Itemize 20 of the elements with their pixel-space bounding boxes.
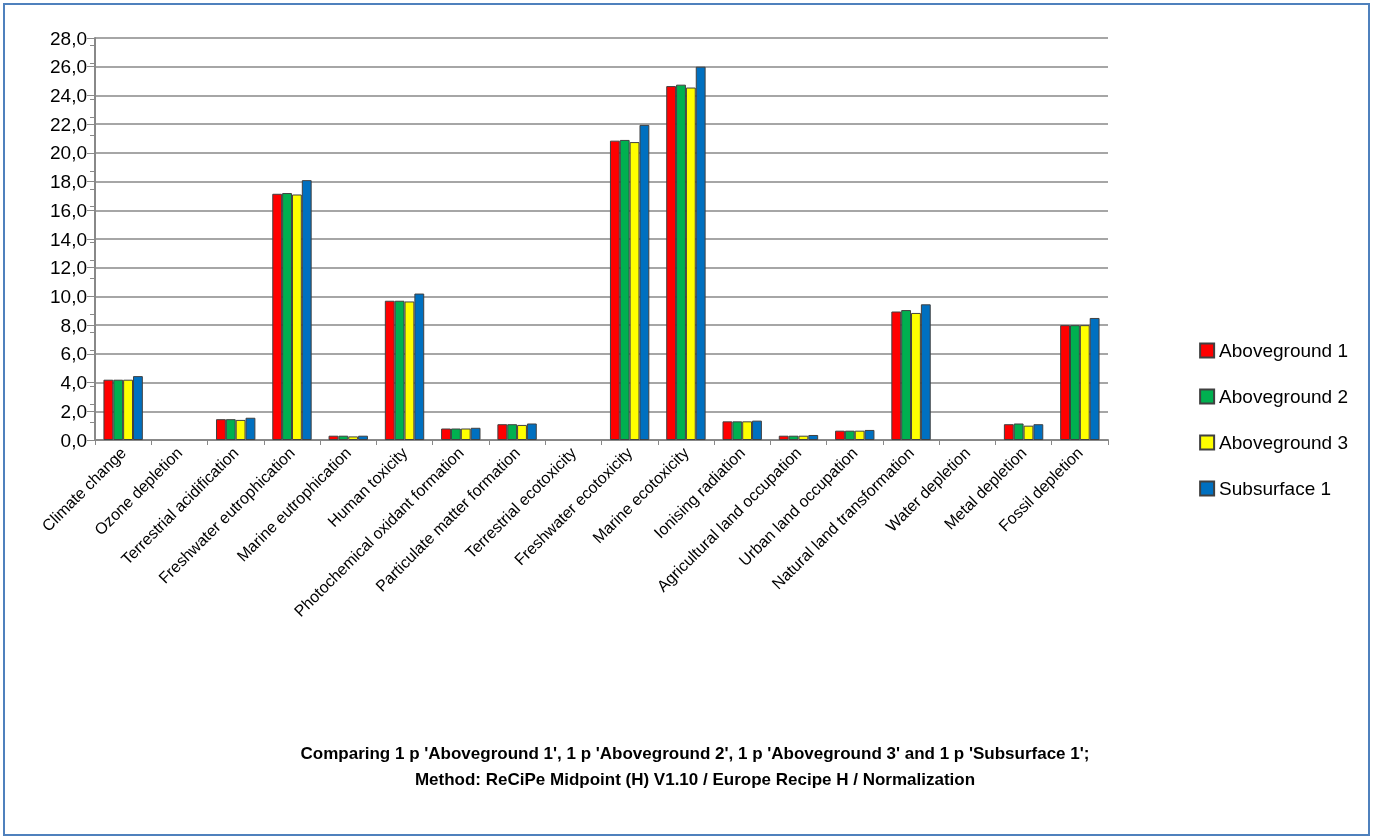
y-tick-label: 0,0 <box>60 429 87 451</box>
y-tick-label: 16,0 <box>50 199 87 221</box>
y-tick-label: 22,0 <box>50 113 87 135</box>
legend-label: Aboveground 1 <box>1219 340 1349 361</box>
text: Comparing 1 p 'Aboveground 1', 1 p 'Aboveground 2', 1 p 'Aboveground 3' and 1 p 'Subsurface 1'; Method: ReCiPe Midpoint (H) V1.10 / Europe Recipe H / Normalization <box>300 743 1090 789</box>
legend-label: Subsurface 1 <box>1219 478 1332 499</box>
y-tick-label: 28,0 <box>50 27 87 49</box>
y-tick-label: 2,0 <box>60 400 87 422</box>
legend-label: Aboveground 2 <box>1219 386 1349 407</box>
y-tick-label: 24,0 <box>50 84 87 106</box>
y-tick-label: 20,0 <box>50 142 87 164</box>
y-tick-label: 14,0 <box>50 228 87 250</box>
y-tick-label: 18,0 <box>50 171 87 193</box>
y-tick-label: 26,0 <box>50 56 87 78</box>
y-tick-label: 6,0 <box>60 343 87 365</box>
y-tick-label: 8,0 <box>60 314 87 336</box>
y-tick-label: 4,0 <box>60 372 87 394</box>
y-tick-label: 12,0 <box>50 257 87 279</box>
legend-label: Aboveground 3 <box>1219 432 1349 453</box>
y-tick-label: 10,0 <box>50 285 87 307</box>
